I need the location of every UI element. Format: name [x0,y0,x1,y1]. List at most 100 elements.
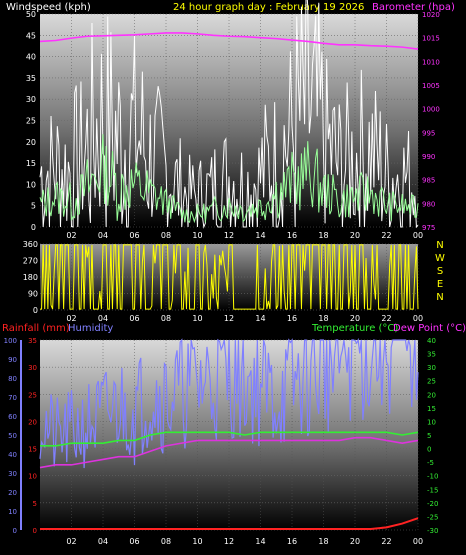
x-tick-label: 08 [161,537,171,546]
wind-tick-label: 45 [26,31,36,40]
humidity-tick-label: 60 [8,413,17,421]
x-tick-label: 16 [287,537,297,546]
wind-tick-label: 35 [26,74,36,83]
wind-tick-label: 20 [26,138,36,147]
x-tick-label: 20 [350,231,360,240]
temp-tick-label: -10 [427,473,438,481]
x-tick-label: 12 [224,231,234,240]
x-tick-label: 00 [413,231,423,240]
temp-tick-label: -5 [427,459,434,467]
x-tick-label: 14 [255,537,265,546]
temperature-axis-label: Temperature (°C) [311,323,398,334]
baro-tick-label: 1015 [422,35,440,43]
temp-tick-label: -30 [427,527,438,535]
temp-tick-label: -25 [427,513,438,521]
temp-tick-label: 30 [427,364,436,372]
baro-tick-label: 1000 [422,106,440,114]
x-tick-label: 06 [129,537,139,546]
compass-label: W [435,253,445,264]
rainfall-axis-label: Rainfall (mm) [2,323,70,334]
x-tick-label: 04 [98,537,108,546]
wind-tick-label: 15 [26,159,36,168]
rainfall-line [40,517,419,530]
x-tick-label: 10 [192,537,202,546]
humidity-tick-label: 10 [8,508,17,516]
temp-tick-label: 20 [427,391,436,399]
x-tick-label: 18 [318,231,328,240]
baro-tick-label: 980 [422,200,435,208]
rain-tick-label: 0 [33,527,37,535]
wind-direction-line [40,244,419,310]
temperature-line [40,431,419,447]
temp-tick-label: 40 [427,337,436,345]
x-tick-label: 08 [161,231,171,240]
wind-tick-label: 5 [31,202,36,211]
x-tick-label: 12 [224,314,234,323]
humidity-axis-label: Humidity [68,323,113,334]
temp-tick-label: 5 [427,432,431,440]
x-tick-label: 20 [350,314,360,323]
x-tick-label: 16 [287,231,297,240]
chart-title: 24 hour graph day : February 19 2026 [173,2,364,13]
rain-tick-label: 35 [28,337,37,345]
x-tick-label: 20 [350,537,360,546]
humidity-tick-label: 90 [8,356,17,364]
rain-tick-label: 5 [33,500,37,508]
humidity-tick-label: 20 [8,489,17,497]
baro-tick-label: 985 [422,177,435,185]
x-tick-label: 22 [381,537,391,546]
temp-panel [40,340,418,530]
dewpoint-axis-label: Dew Point (°C) [393,323,466,334]
compass-label: N [436,240,443,251]
axis-ticks: 0510152025303540455097598098599099510001… [4,10,445,546]
dewpoint-line [39,436,419,469]
wind-tick-label: 30 [26,95,36,104]
x-tick-label: 10 [192,314,202,323]
humidity-line [39,337,419,469]
x-tick-label: 00 [413,537,423,546]
rain-tick-label: 20 [28,418,37,426]
x-tick-label: 22 [381,314,391,323]
x-tick-label: 22 [381,231,391,240]
humidity-tick-label: 30 [8,470,17,478]
wind-tick-label: 0 [31,223,36,232]
compass-label: N [436,292,443,303]
x-tick-label: 02 [66,231,76,240]
rain-tick-label: 30 [28,364,37,372]
temp-tick-label: -20 [427,500,438,508]
temp-tick-label: -15 [427,486,438,494]
humidity-tick-label: 50 [8,432,17,440]
wind-series [39,0,419,229]
rain-tick-label: 15 [28,446,37,454]
wind-average-line [39,134,419,224]
baro-tick-label: 990 [422,153,435,161]
compass-label: S [437,266,443,277]
x-tick-label: 04 [98,231,108,240]
x-tick-label: 18 [318,314,328,323]
direction-tick-label: 90 [28,290,38,299]
temp-series [39,337,419,530]
wind-tick-label: 10 [26,180,36,189]
baro-tick-label: 1005 [422,82,440,90]
x-tick-label: 06 [129,231,139,240]
x-tick-label: 16 [287,314,297,323]
direction-series [40,244,419,310]
x-tick-label: 12 [224,537,234,546]
temp-tick-label: 25 [427,378,436,386]
barometer-line [39,32,419,50]
direction-grid [40,243,419,311]
x-tick-label: 18 [318,537,328,546]
x-tick-label: 10 [192,231,202,240]
humidity-tick-label: 70 [8,394,17,402]
x-tick-label: 00 [413,314,423,323]
wind-tick-label: 50 [26,10,36,19]
direction-tick-label: 270 [23,257,38,266]
temp-tick-label: 0 [427,446,431,454]
rain-tick-label: 25 [28,391,37,399]
x-tick-label: 02 [66,314,76,323]
x-tick-label: 04 [98,314,108,323]
direction-tick-label: 0 [33,306,38,315]
humidity-tick-label: 80 [8,375,17,383]
